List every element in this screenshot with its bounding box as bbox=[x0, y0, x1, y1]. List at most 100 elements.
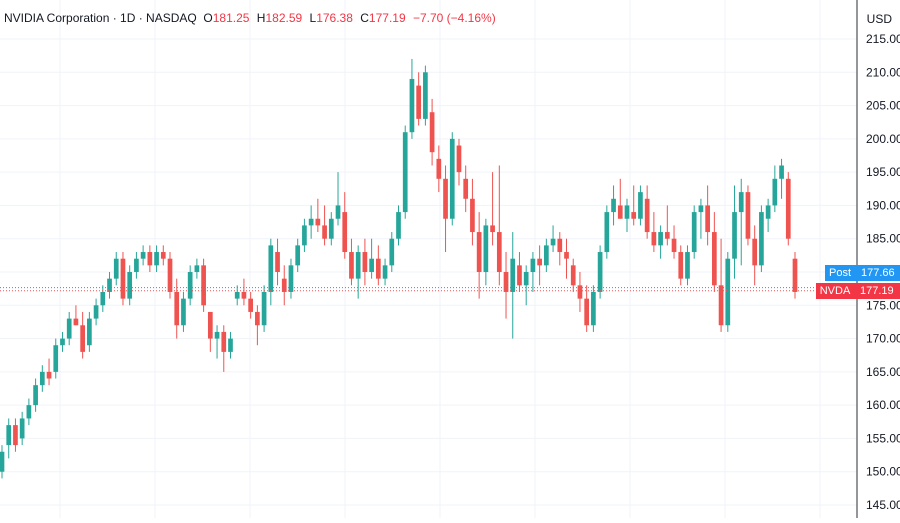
candle-body bbox=[752, 238, 758, 266]
candle-body bbox=[624, 205, 630, 219]
candle-body bbox=[449, 138, 455, 219]
symbol-title: NVIDIA Corporation · 1D · NASDAQ bbox=[4, 11, 197, 25]
candle-body bbox=[476, 232, 482, 272]
candle-body bbox=[255, 311, 260, 326]
candle-body bbox=[154, 252, 159, 266]
candle-body bbox=[456, 145, 462, 173]
candle-body bbox=[537, 258, 542, 266]
candle-body bbox=[234, 291, 240, 299]
candle-body bbox=[268, 245, 274, 292]
candle-body bbox=[732, 212, 737, 259]
candle-body bbox=[557, 238, 563, 253]
candle-body bbox=[80, 325, 85, 352]
candle-body bbox=[490, 225, 495, 233]
candle-body bbox=[0, 451, 5, 472]
candle-body bbox=[617, 205, 623, 219]
candle-body bbox=[375, 258, 381, 279]
candle-body bbox=[577, 285, 583, 299]
candle-body bbox=[107, 278, 112, 292]
candle-body bbox=[416, 85, 422, 119]
candle-body bbox=[644, 198, 650, 233]
candle-body bbox=[779, 165, 784, 179]
y-tick-label: 145.00 bbox=[866, 498, 900, 512]
candle-body bbox=[510, 258, 516, 292]
candle-body bbox=[409, 78, 415, 133]
candle-body bbox=[523, 272, 529, 286]
candle-body bbox=[362, 252, 368, 272]
candle-body bbox=[564, 252, 569, 259]
candle-body bbox=[772, 178, 778, 206]
candle-body bbox=[718, 285, 724, 326]
candle-body bbox=[792, 258, 798, 292]
y-tick-label: 190.00 bbox=[866, 198, 900, 212]
y-tick-label: 170.00 bbox=[866, 332, 900, 346]
candle-body bbox=[712, 232, 717, 286]
candle-body bbox=[127, 272, 133, 299]
candle-body bbox=[275, 252, 280, 272]
candle-body bbox=[349, 252, 354, 279]
y-tick-label: 165.00 bbox=[866, 365, 900, 379]
candle-body bbox=[167, 258, 173, 292]
candle-body bbox=[591, 291, 596, 326]
candle-body bbox=[443, 178, 448, 219]
candle-body bbox=[664, 232, 670, 239]
candle-body bbox=[436, 158, 442, 179]
candle-body bbox=[570, 265, 576, 286]
candle-body bbox=[134, 258, 139, 272]
candle-body bbox=[26, 405, 32, 419]
y-tick-label: 150.00 bbox=[866, 465, 900, 479]
candle-body bbox=[308, 218, 314, 226]
candle-body bbox=[288, 265, 294, 292]
candle-body bbox=[631, 212, 637, 219]
candle-body bbox=[207, 311, 213, 339]
open-value: 181.25 bbox=[212, 11, 250, 25]
y-tick-label: 200.00 bbox=[866, 132, 900, 146]
currency-label[interactable]: USD bbox=[866, 12, 892, 26]
candle-body bbox=[120, 258, 126, 299]
candle-body bbox=[725, 258, 731, 326]
candle-body bbox=[335, 205, 341, 219]
candle-body bbox=[389, 238, 395, 266]
candle-body bbox=[738, 192, 744, 213]
candle-body bbox=[228, 338, 233, 352]
candle-body bbox=[214, 331, 220, 339]
candle-body bbox=[611, 198, 616, 213]
candle-body bbox=[281, 278, 287, 292]
candle-body bbox=[550, 238, 556, 246]
candle-body bbox=[201, 265, 206, 306]
post-tag-value: 177.66 bbox=[861, 267, 895, 279]
candle-body bbox=[517, 265, 522, 286]
candle-body bbox=[187, 272, 193, 299]
legend-header: NVIDIA Corporation · 1D · NASDAQ O181.25… bbox=[4, 11, 496, 25]
candle-body bbox=[402, 132, 408, 213]
y-tick-label: 155.00 bbox=[866, 431, 900, 445]
candle-body bbox=[93, 305, 99, 319]
low-label: L bbox=[309, 11, 317, 25]
candle-body bbox=[496, 232, 502, 272]
candle-body bbox=[483, 225, 489, 272]
candle-body bbox=[147, 252, 153, 266]
candle-body bbox=[651, 232, 657, 246]
candle-body bbox=[530, 258, 536, 272]
candle-body bbox=[160, 252, 166, 259]
candle-body bbox=[241, 291, 247, 299]
candle-body bbox=[470, 198, 475, 233]
candle-body bbox=[423, 72, 428, 119]
candle-body bbox=[140, 252, 146, 259]
high-label: H bbox=[256, 11, 266, 25]
candle-body bbox=[39, 371, 45, 386]
candle-body bbox=[322, 225, 327, 239]
candle-body bbox=[13, 425, 18, 446]
candle-body bbox=[369, 258, 374, 272]
candle-body bbox=[87, 318, 92, 346]
post-market-tag: Post 177.66 bbox=[825, 265, 900, 281]
candle-body bbox=[396, 212, 401, 239]
candle-body bbox=[174, 291, 180, 326]
candle-body bbox=[248, 298, 254, 312]
candle-body bbox=[785, 178, 791, 239]
candle-body bbox=[765, 205, 771, 219]
y-tick-label: 175.00 bbox=[866, 298, 900, 312]
open-label: O bbox=[203, 11, 213, 25]
